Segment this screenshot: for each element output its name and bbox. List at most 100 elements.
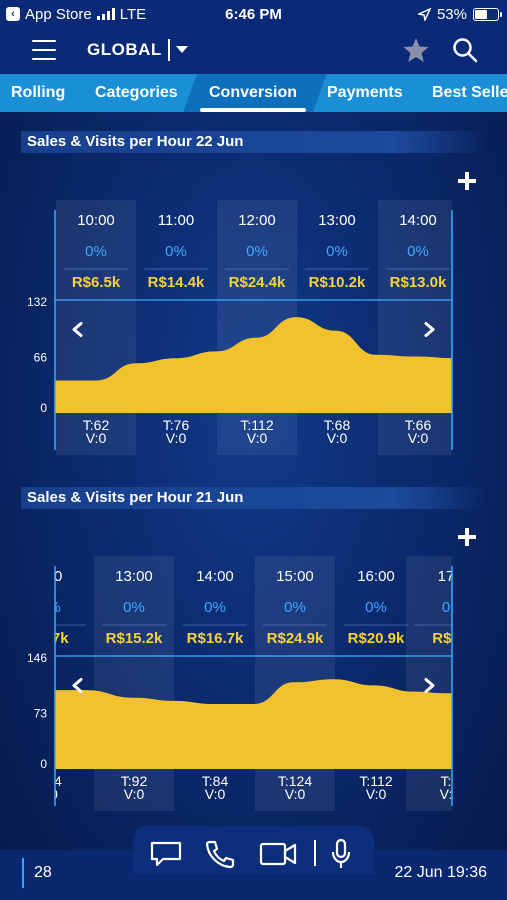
revenue-value: R$15.2k: [106, 630, 163, 647]
conversion-percent: 0%: [204, 599, 226, 616]
network-label: LTE: [119, 5, 147, 23]
hour-label: 16:00: [357, 568, 395, 585]
revenue-value: R$13.0k: [390, 274, 447, 291]
tab-active-indicator: [200, 108, 306, 112]
hour-label: 00: [46, 568, 63, 585]
chart-clip-group: 00%3.7k04013:000%R$15.2kT:92V:014:000%R$…: [39, 556, 460, 811]
y-tick-label: 132: [27, 295, 47, 309]
hour-label: 13:00: [115, 568, 153, 585]
visits-count: V:0: [166, 430, 187, 446]
chat-icon[interactable]: [149, 840, 183, 868]
tab-conversion[interactable]: Conversion: [209, 84, 298, 101]
section-title-22-jun: Sales & Visits per Hour 22 Jun: [21, 131, 486, 153]
visits-count: 0: [50, 786, 58, 802]
y-tick-label: 0: [40, 757, 47, 771]
tab-categories[interactable]: Categories: [95, 84, 178, 101]
menu-icon[interactable]: [32, 40, 56, 60]
chevron-right-icon[interactable]: [424, 678, 435, 693]
transactions-count: 04: [46, 773, 62, 789]
visits-count: V:0: [327, 430, 348, 446]
hour-label: 15:00: [276, 568, 314, 585]
y-tick-label: 146: [27, 651, 47, 665]
search-icon[interactable]: [452, 37, 478, 63]
back-arrow-icon[interactable]: ‹: [6, 7, 20, 21]
page-number[interactable]: 28: [22, 858, 52, 888]
location-arrow-icon: [417, 7, 431, 21]
revenue-value: R$24.9k: [267, 630, 324, 647]
transactions-count: T:: [441, 773, 452, 789]
visits-count: V:0: [247, 430, 268, 446]
transactions-count: T:62: [83, 417, 110, 433]
star-icon[interactable]: [402, 36, 430, 64]
revenue-value: R$10.2k: [309, 274, 366, 291]
tab-bar: Rolling Categories Conversion Payments B…: [0, 74, 507, 112]
revenue-value: R$20.9k: [348, 630, 405, 647]
visits-count: V:0: [205, 786, 226, 802]
section-title-21-jun: Sales & Visits per Hour 21 Jun: [21, 487, 486, 509]
transactions-count: T:76: [163, 417, 190, 433]
microphone-icon[interactable]: [330, 838, 352, 870]
sales-area-series: [55, 679, 452, 769]
last-updated-timestamp: 22 Jun 19:36: [394, 864, 487, 881]
hourly-chart-22-jun[interactable]: 10:000%R$6.5kT:62V:011:000%R$14.4kT:76V:…: [0, 200, 507, 455]
chart-body: 00%3.7k04013:000%R$15.2kT:92V:014:000%R$…: [27, 556, 460, 811]
conversion-percent: 0%: [407, 243, 429, 260]
visits-count: V:0: [86, 430, 107, 446]
revenue-value: 3.7k: [39, 630, 69, 647]
chevron-left-icon[interactable]: [72, 678, 83, 693]
phone-icon[interactable]: [203, 839, 235, 869]
chevron-left-icon[interactable]: [72, 322, 83, 337]
tab-best-sellers[interactable]: Best Selle: [432, 84, 507, 101]
hourly-chart-21-jun[interactable]: 00%3.7k04013:000%R$15.2kT:92V:014:000%R$…: [0, 556, 507, 811]
conversion-percent: 0%: [365, 599, 387, 616]
revenue-value: R$6.5k: [72, 274, 121, 291]
chevron-down-icon[interactable]: [176, 46, 188, 53]
region-selector[interactable]: GLOBAL: [87, 40, 162, 59]
back-app-label[interactable]: App Store: [25, 5, 92, 23]
battery-icon: [473, 7, 502, 21]
conversion-percent: %: [47, 599, 60, 616]
transactions-count: T:92: [121, 773, 148, 789]
signal-icon: [96, 8, 115, 20]
media-tray: [133, 826, 374, 874]
hour-label: 10:00: [77, 212, 115, 229]
hour-label: 11:00: [158, 212, 194, 229]
transactions-count: T:112: [359, 773, 392, 789]
y-tick-label: 0: [40, 401, 47, 415]
conversion-percent: 0%: [85, 243, 107, 260]
transactions-count: T:66: [405, 417, 432, 433]
add-icon[interactable]: [458, 172, 476, 190]
hour-label: 14:00: [399, 212, 437, 229]
revenue-value: R$14.4k: [148, 274, 205, 291]
visits-count: V:: [440, 786, 453, 802]
hour-label: 17: [438, 568, 455, 585]
visits-count: V:0: [408, 430, 429, 446]
conversion-percent: 0%: [165, 243, 187, 260]
revenue-value: R$2: [432, 630, 460, 647]
conversion-percent: 0%: [246, 243, 268, 260]
transactions-count: T:68: [324, 417, 351, 433]
y-tick-label: 73: [34, 707, 48, 721]
sales-area-series: [55, 317, 452, 413]
visits-count: V:0: [124, 786, 145, 802]
battery-percent: 53%: [436, 5, 467, 23]
tab-payments[interactable]: Payments: [327, 84, 403, 101]
app-header: GLOBAL: [0, 28, 507, 74]
add-icon[interactable]: [458, 528, 476, 546]
tray-divider: [314, 840, 316, 866]
transactions-count: T:112: [240, 417, 273, 433]
video-icon[interactable]: [259, 841, 297, 867]
visits-count: V:0: [285, 786, 306, 802]
chart-body: 10:000%R$6.5kT:62V:011:000%R$14.4kT:76V:…: [27, 200, 453, 455]
tab-rolling[interactable]: Rolling: [11, 84, 66, 101]
conversion-percent: 0%: [326, 243, 348, 260]
chevron-right-icon[interactable]: [424, 322, 435, 337]
revenue-value: R$24.4k: [229, 274, 286, 291]
conversion-percent: 0: [442, 599, 450, 616]
revenue-value: R$16.7k: [187, 630, 244, 647]
hour-label: 14:00: [196, 568, 234, 585]
transactions-count: T:84: [202, 773, 229, 789]
region-divider: [168, 39, 170, 61]
conversion-percent: 0%: [123, 599, 145, 616]
status-bar: ‹ App Store LTE 6:46 PM 53%: [0, 0, 507, 28]
